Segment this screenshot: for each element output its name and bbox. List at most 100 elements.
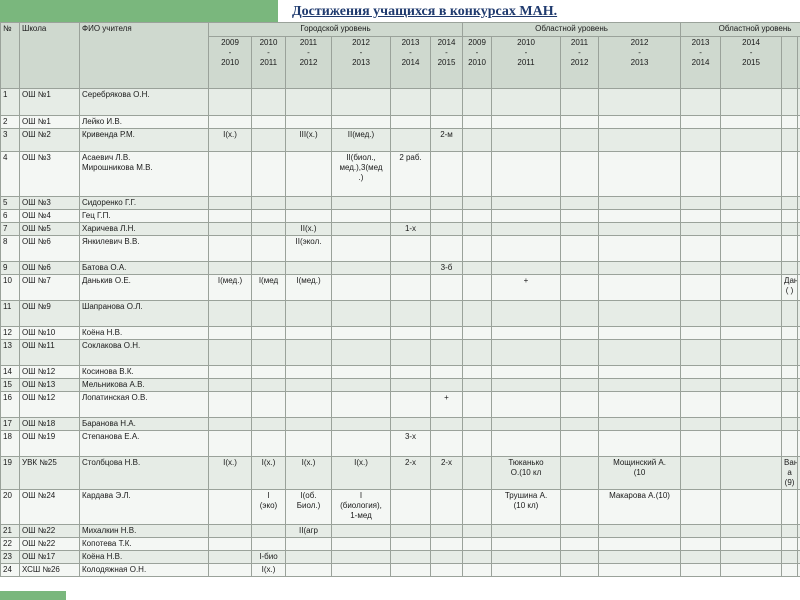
result-cell: II(х.) <box>285 222 332 236</box>
result-cell <box>781 537 799 551</box>
result-cell <box>462 300 492 327</box>
result-cell <box>720 274 783 301</box>
result-cell: I(х.) <box>331 456 391 490</box>
result-cell <box>597 430 682 457</box>
result-cell <box>781 326 799 340</box>
result-cell <box>560 417 599 431</box>
result-cell <box>680 365 722 379</box>
result-cell <box>390 365 431 379</box>
result-cell: 2-х <box>390 456 431 490</box>
table-row: 9 ОШ №6 Батова О.А. 3-б <box>0 261 800 275</box>
result-cell <box>720 128 783 152</box>
result-cell <box>491 391 561 418</box>
header-school: Школа <box>19 22 80 89</box>
result-cell <box>560 274 599 301</box>
result-cell: I(х.) <box>285 456 332 490</box>
header-teacher: ФИО учителя <box>79 22 209 89</box>
result-cell <box>390 489 431 525</box>
result-cell <box>781 222 799 236</box>
result-cell <box>251 378 286 392</box>
result-cell <box>285 209 332 223</box>
table-row: 13 ОШ №11 Соклакова О.Н. <box>0 339 800 366</box>
result-cell <box>430 222 463 236</box>
result-cell <box>285 550 332 564</box>
school-cell: ОШ №10 <box>19 326 80 340</box>
result-cell <box>390 537 431 551</box>
result-cell: Данькив ( ) <box>781 274 799 301</box>
result-cell <box>781 339 799 366</box>
row-number: 1 <box>0 88 20 116</box>
school-cell: ОШ №12 <box>19 391 80 418</box>
result-cell <box>285 88 332 116</box>
result-cell <box>781 365 799 379</box>
row-number: 21 <box>0 524 20 538</box>
teacher-cell: Мельникова А.В. <box>79 378 209 392</box>
result-cell <box>390 391 431 418</box>
result-cell <box>560 430 599 457</box>
result-cell: + <box>491 274 561 301</box>
result-cell: I(мед <box>251 274 286 301</box>
table-row: 21 ОШ №22 Михалкин Н.В. II(агр <box>0 524 800 538</box>
result-cell <box>781 417 799 431</box>
row-number: 8 <box>0 235 20 262</box>
result-cell <box>491 524 561 538</box>
result-cell <box>781 391 799 418</box>
row-number: 22 <box>0 537 20 551</box>
result-cell <box>208 430 252 457</box>
table-row: 1 ОШ №1 Серебрякова О.Н. <box>0 88 800 116</box>
school-cell: ОШ №1 <box>19 115 80 129</box>
result-cell <box>597 222 682 236</box>
school-cell: ОШ №3 <box>19 151 80 197</box>
row-number: 5 <box>0 196 20 210</box>
teacher-cell: Гец Г.П. <box>79 209 209 223</box>
year-header: 2012 - 2013 <box>597 36 682 89</box>
result-cell <box>430 209 463 223</box>
result-cell <box>491 196 561 210</box>
table-row: 6 ОШ №4 Гец Г.П. <box>0 209 800 223</box>
table-row: 16 ОШ №12 Лопатинская О.В. + <box>0 391 800 418</box>
result-cell <box>781 261 799 275</box>
result-cell <box>680 378 722 392</box>
row-number: 17 <box>0 417 20 431</box>
result-cell <box>251 128 286 152</box>
table-row: 5 ОШ №3 Сидоренко Г.Г. <box>0 196 800 210</box>
table-row: 18 ОШ №19 Степанова Е.А. 3-х <box>0 430 800 457</box>
row-number: 7 <box>0 222 20 236</box>
result-cell <box>680 417 722 431</box>
school-cell: ОШ №9 <box>19 300 80 327</box>
result-cell <box>430 550 463 564</box>
result-cell <box>720 151 783 197</box>
result-cell <box>597 88 682 116</box>
result-cell <box>251 391 286 418</box>
result-cell <box>560 456 599 490</box>
result-cell: III(х.) <box>285 128 332 152</box>
table-row: 4 ОШ №3 Асаевич Л.В. Мирошникова М.В. II(би… <box>0 151 800 197</box>
result-cell: I(мед.) <box>208 274 252 301</box>
result-cell <box>285 378 332 392</box>
result-cell <box>680 209 722 223</box>
achievements-table: № Школа ФИО учителя Городской уровень Об… <box>0 22 800 577</box>
result-cell <box>462 537 492 551</box>
teacher-cell: Сидоренко Г.Г. <box>79 196 209 210</box>
result-cell <box>331 326 391 340</box>
result-cell <box>491 235 561 262</box>
result-cell <box>462 339 492 366</box>
result-cell <box>680 196 722 210</box>
school-cell: ОШ №22 <box>19 524 80 538</box>
table-row: 22 ОШ №22 Копотева Т.К. <box>0 537 800 551</box>
result-cell <box>462 456 492 490</box>
result-cell <box>285 365 332 379</box>
result-cell: II(мед.) <box>331 128 391 152</box>
result-cell <box>331 417 391 431</box>
row-number: 16 <box>0 391 20 418</box>
teacher-cell: Михалкин Н.В. <box>79 524 209 538</box>
result-cell <box>560 365 599 379</box>
teacher-cell: Серебрякова О.Н. <box>79 88 209 116</box>
result-cell: II(экол. <box>285 235 332 262</box>
result-cell <box>560 209 599 223</box>
result-cell <box>208 209 252 223</box>
result-cell <box>560 537 599 551</box>
result-cell <box>430 378 463 392</box>
result-cell <box>560 339 599 366</box>
row-number: 23 <box>0 550 20 564</box>
